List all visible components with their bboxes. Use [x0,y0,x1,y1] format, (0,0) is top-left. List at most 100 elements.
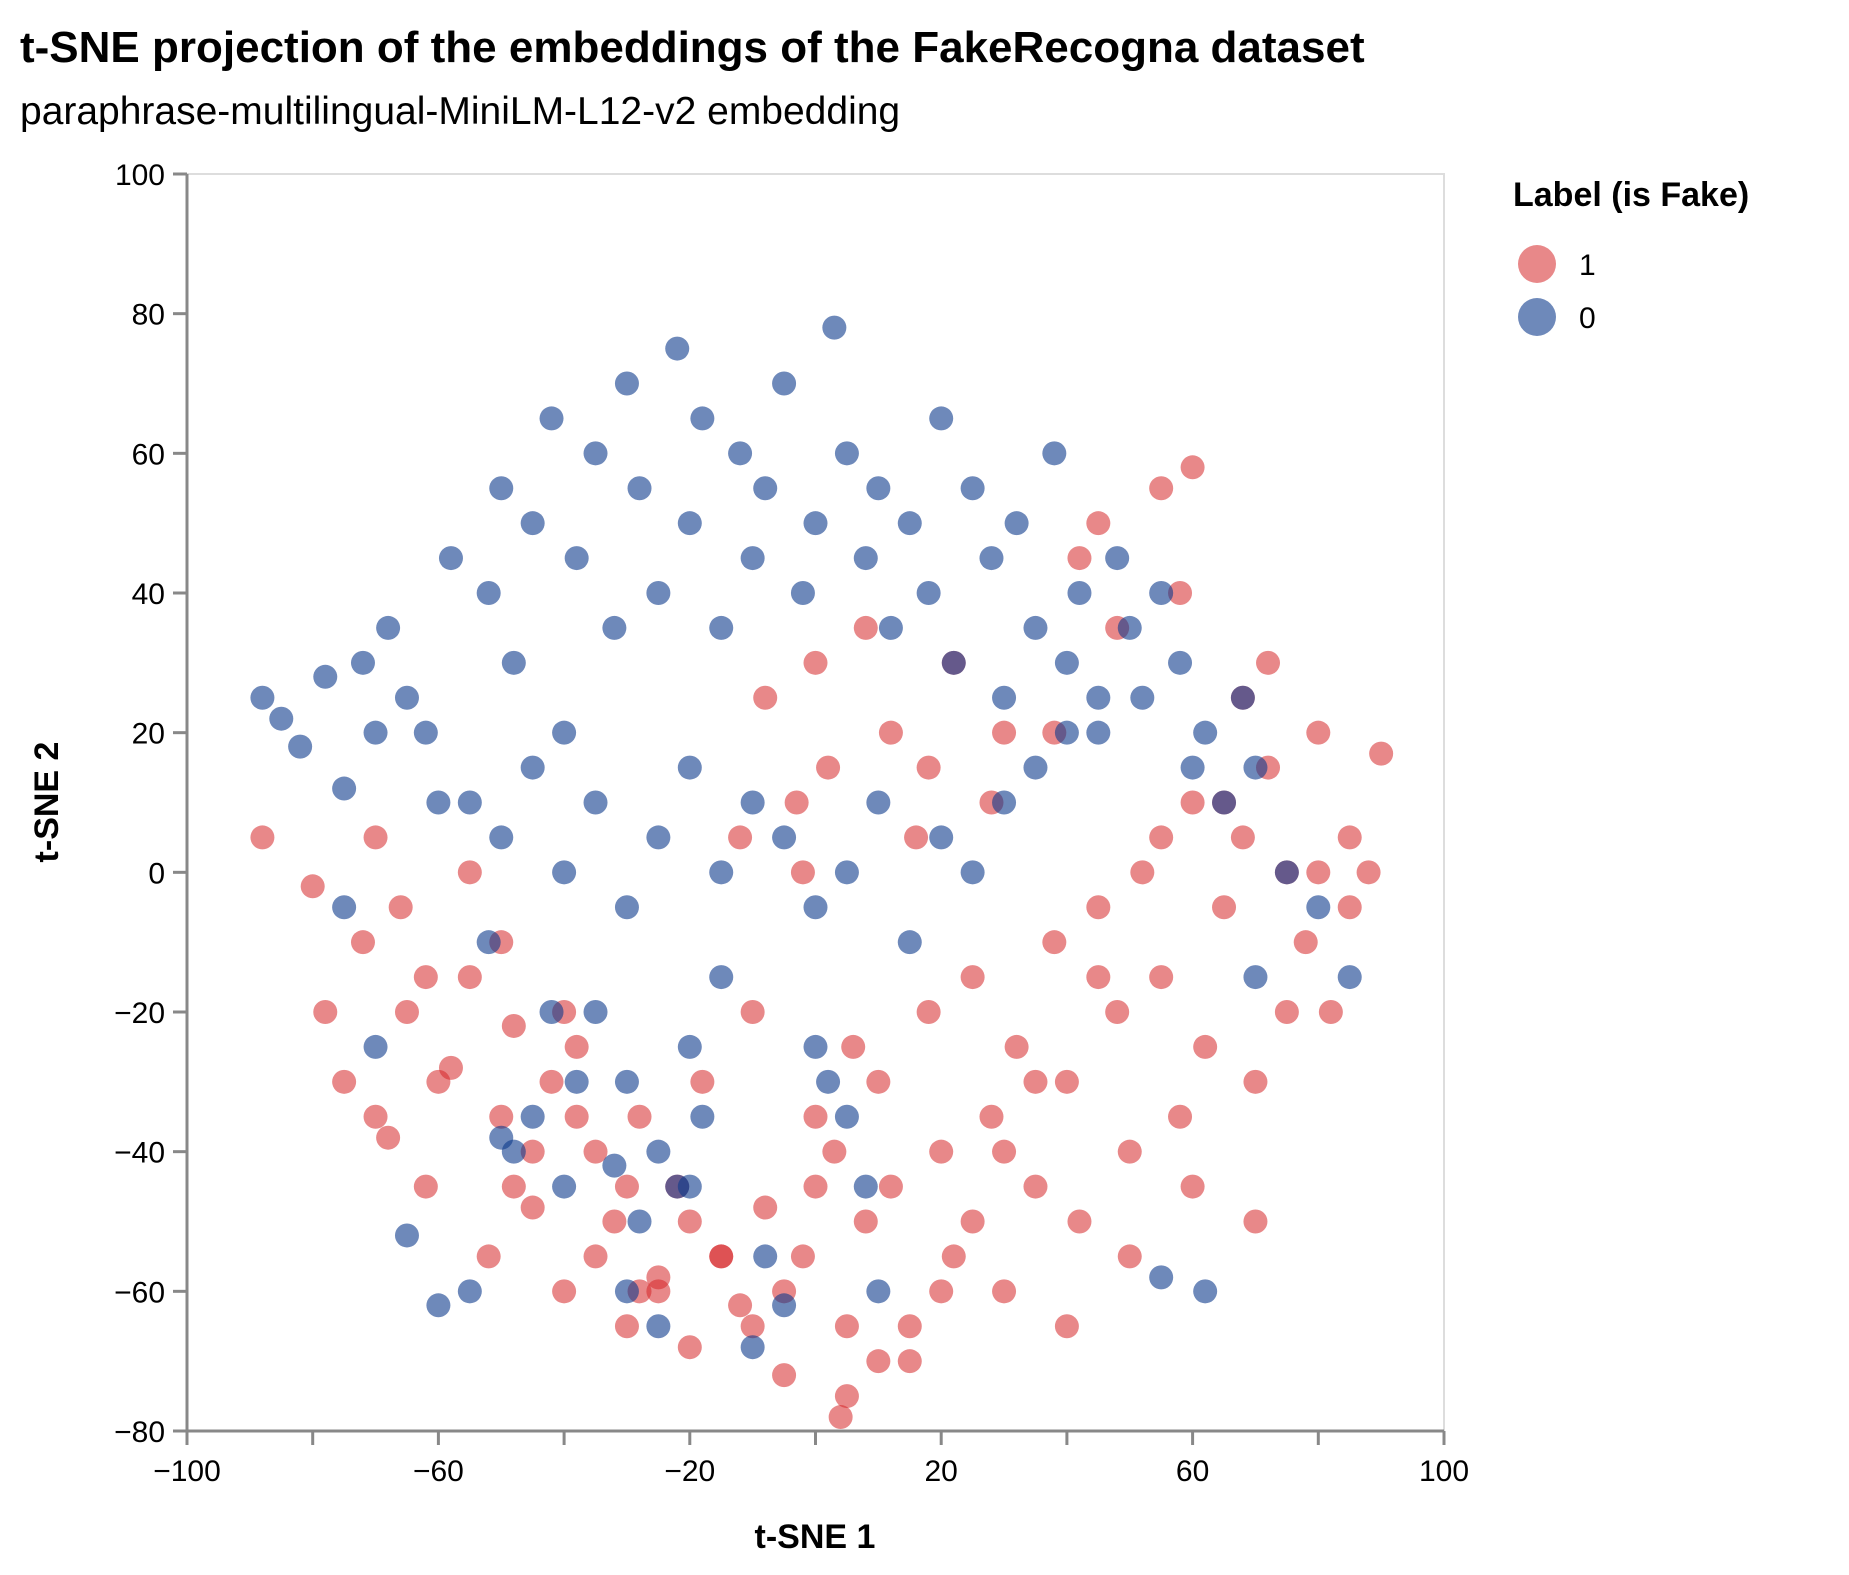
data-point-fake [1337,825,1362,850]
data-point-fake [841,1034,866,1059]
data-point-fake [1054,1069,1079,1094]
data-point-fake [1180,455,1205,480]
data-point-fake [992,1279,1017,1304]
data-point-real [853,546,878,571]
y-tick-label: 0 [148,857,165,890]
data-point-fake [1086,895,1111,920]
data-point-fake [992,720,1017,745]
y-tick-label: 80 [132,299,165,332]
legend-entry-real[interactable]: 0 [1518,298,1596,336]
y-tick-label: 60 [132,438,165,471]
data-point-real [803,895,828,920]
data-point-fake [627,1104,652,1129]
legend-label-fake: 1 [1579,249,1596,282]
data-point-real [709,965,734,990]
data-point-real [614,1069,639,1094]
data-point-real [1149,1265,1174,1290]
data-point-real [1023,755,1048,780]
data-point-fake [1067,546,1092,571]
data-point-real [413,720,438,745]
data-point-real [1243,965,1268,990]
data-point-fake [1243,1069,1268,1094]
legend-title: Label (is Fake) [1513,176,1749,214]
data-point-fake [539,1069,564,1094]
data-point-fake [897,1314,922,1339]
data-point-fake [1337,895,1362,920]
data-point-real [602,615,627,640]
data-point-real [583,1000,608,1024]
data-point-fake [489,1104,514,1129]
data-point-real [583,441,608,466]
data-point-real [1193,720,1218,745]
data-point-real [740,546,765,571]
data-point-fake [822,1139,847,1164]
data-point-real [457,790,482,815]
data-point-fake [1149,825,1174,850]
data-point-real [866,1279,891,1304]
data-point-fake [350,930,375,955]
data-point-fake [426,1069,451,1094]
data-point-real [690,1104,715,1129]
data-point-fake [878,720,903,745]
data-point-fake [583,1139,608,1164]
data-point-fake [1180,790,1205,815]
data-point-real [1105,546,1130,571]
data-point-real [677,755,702,780]
data-point-fake [1306,720,1331,745]
data-point-real [709,860,734,885]
data-point-real [564,546,589,571]
data-point-fake [564,1034,589,1059]
data-point-fake [834,1384,859,1409]
data-point-fake [1193,1034,1218,1059]
data-point-fake [250,825,275,850]
data-point-real [834,1104,859,1129]
data-point-fake [740,1314,765,1339]
legend-swatch-fake [1518,245,1556,283]
data-point-real [1168,650,1193,675]
data-point-fake [552,1279,577,1304]
data-point-fake [866,1069,891,1094]
data-point-real [866,790,891,815]
data-point-fake [520,1195,545,1220]
data-point-real [288,734,313,759]
data-point-real [790,581,815,605]
data-point-fake [728,825,753,850]
data-point-real [426,790,451,815]
x-tick-label: 20 [925,1455,958,1488]
data-point-real [614,895,639,920]
data-point-fake [803,650,828,675]
x-tick-label: 100 [1419,1455,1469,1488]
data-point-fake [834,1314,859,1339]
data-point-real [1086,720,1111,745]
y-tick-label: −40 [114,1137,165,1170]
y-tick-label: −80 [114,1416,165,1449]
data-point-real [1193,1279,1218,1304]
data-point-fake [803,1174,828,1199]
data-point-fake [1117,1139,1142,1164]
data-point-real [929,825,954,850]
data-point-fake [897,1349,922,1374]
data-point-real [960,860,985,885]
data-point-real [1004,511,1029,536]
data-point-real [1054,650,1079,675]
data-point-real [677,511,702,536]
data-point-fake [677,1335,702,1360]
x-tick-label: −60 [413,1455,464,1488]
data-point-fake [790,1244,815,1269]
data-point-real [583,790,608,815]
data-point-real [646,1314,671,1339]
data-point-real [646,1139,671,1164]
legend-label-real: 0 [1579,302,1596,335]
legend-entry-fake[interactable]: 1 [1518,245,1596,283]
data-point-fake [1086,965,1111,990]
data-point-fake [904,825,929,850]
data-point-real [501,650,526,675]
data-point-fake [784,790,809,815]
chart-subtitle: paraphrase-multilingual-MiniLM-L12-v2 em… [20,90,900,133]
y-tick-label: −60 [114,1276,165,1309]
data-point-real [614,1279,639,1304]
data-point-real [489,476,514,501]
data-point-real [313,664,338,689]
data-point-fake [394,1000,419,1024]
data-point-fake [740,1000,765,1024]
